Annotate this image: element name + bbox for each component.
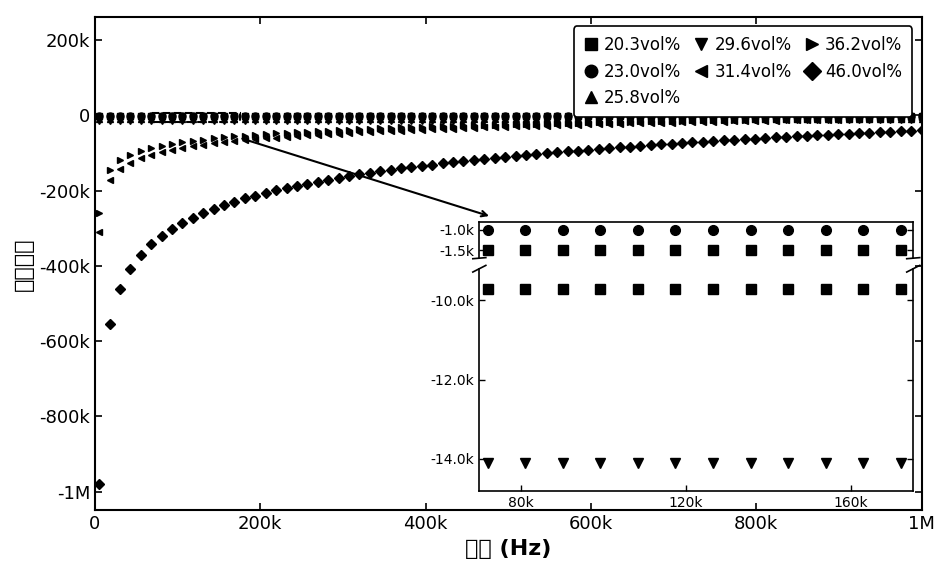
23.0vol%	[656, 112, 667, 119]
36.2vol%	[582, 119, 594, 126]
23.0vol%	[593, 112, 604, 119]
31.4vol%	[582, 121, 594, 128]
31.4vol%	[458, 125, 469, 132]
36.2vol%	[458, 122, 469, 129]
Legend: 20.3vol%, 23.0vol%, 25.8vol%, 29.6vol%, 31.4vol%, 36.2vol%, 46.0vol%: 20.3vol%, 23.0vol%, 25.8vol%, 29.6vol%, …	[574, 26, 912, 117]
31.4vol%	[93, 229, 104, 235]
Line: 20.3vol%: 20.3vol%	[96, 113, 925, 119]
46.0vol%	[93, 481, 104, 488]
20.3vol%	[582, 113, 594, 119]
46.0vol%	[916, 127, 927, 134]
25.8vol%	[624, 115, 636, 122]
29.6vol%	[458, 117, 469, 124]
20.3vol%	[624, 113, 636, 119]
Line: 46.0vol%: 46.0vol%	[96, 127, 925, 488]
25.8vol%	[458, 115, 469, 122]
Y-axis label: 介电常数: 介电常数	[13, 237, 33, 291]
31.4vol%	[624, 120, 636, 127]
46.0vol%	[822, 131, 833, 138]
36.2vol%	[624, 118, 636, 125]
25.8vol%	[916, 115, 927, 122]
46.0vol%	[593, 146, 604, 153]
23.0vol%	[458, 112, 469, 119]
25.8vol%	[582, 115, 594, 122]
Line: 36.2vol%: 36.2vol%	[96, 114, 925, 216]
20.3vol%	[93, 113, 104, 119]
25.8vol%	[93, 115, 104, 122]
29.6vol%	[822, 117, 833, 124]
29.6vol%	[624, 117, 636, 124]
20.3vol%	[458, 113, 469, 119]
31.4vol%	[593, 121, 604, 128]
20.3vol%	[822, 113, 833, 119]
31.4vol%	[916, 115, 927, 122]
29.6vol%	[593, 117, 604, 124]
23.0vol%	[582, 112, 594, 119]
36.2vol%	[656, 118, 667, 125]
Line: 31.4vol%: 31.4vol%	[96, 115, 925, 235]
36.2vol%	[916, 114, 927, 121]
20.3vol%	[593, 113, 604, 119]
Line: 23.0vol%: 23.0vol%	[96, 112, 925, 119]
23.0vol%	[822, 112, 833, 119]
31.4vol%	[656, 119, 667, 126]
36.2vol%	[93, 209, 104, 216]
46.0vol%	[582, 146, 594, 153]
36.2vol%	[822, 115, 833, 122]
23.0vol%	[93, 112, 104, 119]
25.8vol%	[593, 115, 604, 122]
29.6vol%	[916, 117, 927, 124]
29.6vol%	[656, 117, 667, 124]
X-axis label: 频率 (Hz): 频率 (Hz)	[466, 539, 551, 559]
Line: 25.8vol%: 25.8vol%	[96, 115, 925, 122]
20.3vol%	[916, 113, 927, 119]
46.0vol%	[458, 158, 469, 165]
25.8vol%	[656, 115, 667, 122]
29.6vol%	[93, 117, 104, 124]
Bar	[153, 113, 239, 122]
23.0vol%	[916, 112, 927, 119]
23.0vol%	[624, 112, 636, 119]
46.0vol%	[624, 143, 636, 150]
46.0vol%	[656, 141, 667, 148]
31.4vol%	[822, 116, 833, 123]
Line: 29.6vol%: 29.6vol%	[96, 117, 925, 124]
29.6vol%	[582, 117, 594, 124]
25.8vol%	[822, 115, 833, 122]
36.2vol%	[593, 119, 604, 126]
20.3vol%	[656, 113, 667, 119]
